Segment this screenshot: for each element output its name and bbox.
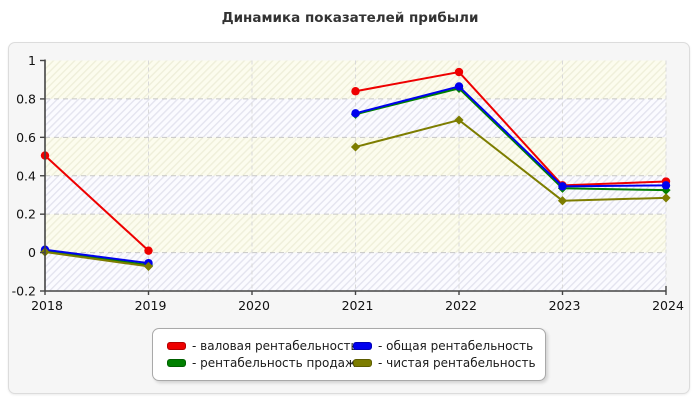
legend-item-gross-profitability: - валовая рентабельность [167, 339, 358, 353]
series-line-gross-profitability [355, 70, 667, 187]
data-point-gross-profitability [454, 67, 464, 77]
x-axis-tick-label: 2021 [342, 298, 374, 313]
x-axis-tick-label: 2022 [445, 298, 477, 313]
legend-item-net-profitability: - чистая рентабельность [353, 356, 536, 370]
data-point-net-profitability [454, 115, 464, 125]
legend-label: - рентабельность продаж [192, 356, 356, 370]
data-point-total-profitability [558, 182, 567, 191]
y-axis-tick-label: 0.8 [16, 91, 36, 106]
legend-swatch-blue [353, 342, 372, 350]
axes [40, 59, 667, 295]
series-line-sales-profitability [44, 250, 149, 267]
legend-label: - общая рентабельность [378, 339, 534, 353]
series-line-gross-profitability [44, 154, 150, 252]
data-point-net-profitability [557, 196, 568, 206]
legend-item-sales-profitability: - рентабельность продаж [167, 356, 356, 370]
legend-swatch-red [167, 342, 186, 350]
legend-label: - валовая рентабельность [192, 339, 358, 353]
series-line-total-profitability [44, 248, 149, 265]
y-axis-tick-label: 0.4 [16, 168, 36, 183]
y-axis-tick-label: 0.6 [16, 130, 36, 145]
series-line-total-profitability [355, 85, 667, 188]
data-point-total-profitability [454, 82, 464, 91]
legend-swatch-green [167, 359, 186, 367]
x-axis-tick-label: 2018 [31, 298, 63, 313]
data-point-total-profitability [661, 181, 671, 190]
gridlines [45, 60, 667, 291]
y-axis-tick-label: 1 [28, 53, 36, 68]
data-point-gross-profitability [351, 87, 360, 96]
chart-legend: - валовая рентабельность - общая рентабе… [152, 328, 546, 381]
legend-swatch-olive [353, 359, 372, 367]
data-point-gross-profitability [144, 246, 153, 255]
legend-item-total-profitability: - общая рентабельность [353, 339, 535, 353]
series-net-profitability [40, 115, 671, 272]
y-axis-tick-label: 0 [28, 245, 36, 260]
x-axis-tick-label: 2023 [549, 298, 581, 313]
plot-band [45, 214, 666, 253]
page-title: Динамика показателей прибыли [221, 10, 479, 26]
series-line-sales-profitability [355, 87, 667, 192]
series-line-net-profitability [44, 251, 149, 268]
legend-label: - чистая рентабельность [378, 356, 536, 370]
series-line-net-profitability [355, 118, 667, 202]
data-point-net-profitability [350, 142, 361, 152]
data-point-net-profitability [661, 193, 671, 203]
x-axis-tick-label: 2019 [135, 298, 167, 313]
x-axis-tick-label: 2020 [238, 298, 270, 313]
data-point-total-profitability [351, 109, 360, 118]
x-axis-tick-label: 2024 [652, 298, 684, 313]
y-axis-tick-label: -0.2 [12, 284, 36, 299]
y-axis-tick-label: 0.2 [16, 207, 36, 222]
data-point-net-profitability [143, 261, 154, 272]
